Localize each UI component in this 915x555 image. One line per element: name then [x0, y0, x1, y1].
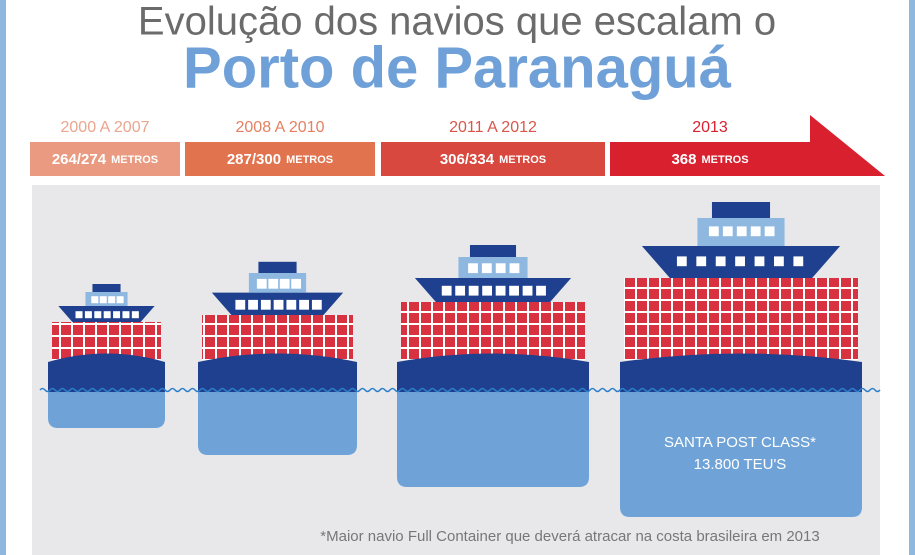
containers — [202, 315, 353, 360]
period-label: 2000 A 2007 — [61, 119, 150, 136]
length-unit: METROS — [111, 154, 158, 166]
hull-underwater — [397, 392, 589, 487]
period-bar — [381, 142, 605, 176]
window — [273, 299, 284, 310]
containers — [624, 278, 858, 360]
window — [495, 263, 506, 274]
length-unit: METROS — [499, 154, 546, 166]
hull — [198, 353, 357, 392]
window — [736, 226, 747, 237]
window — [291, 278, 302, 289]
side-border — [909, 0, 915, 555]
window — [509, 263, 520, 274]
window — [676, 256, 687, 267]
period-label: 2013 — [692, 119, 728, 136]
window — [722, 226, 733, 237]
window — [455, 285, 466, 296]
window — [75, 311, 83, 319]
window — [441, 285, 452, 296]
window — [754, 256, 765, 267]
window — [286, 299, 297, 310]
window — [522, 285, 533, 296]
window — [122, 311, 130, 319]
length-unit: METROS — [286, 154, 333, 166]
period-label: 2011 A 2012 — [449, 119, 537, 136]
window — [696, 256, 707, 267]
period-label: 2008 A 2010 — [236, 119, 325, 136]
period-bar — [185, 142, 375, 176]
length-unit: METROS — [701, 154, 748, 166]
bridge-top — [258, 261, 297, 273]
window — [468, 263, 478, 274]
period-bar — [30, 142, 180, 176]
containers — [401, 302, 585, 360]
window — [108, 296, 116, 304]
length-value: 306/334 — [440, 151, 495, 168]
window — [256, 278, 267, 289]
bridge-top — [92, 284, 121, 292]
window — [91, 296, 99, 304]
window — [482, 285, 493, 296]
window — [764, 226, 775, 237]
length-label: 287/300 METROS — [227, 151, 333, 168]
window — [468, 285, 479, 296]
window — [793, 256, 804, 267]
hull-underwater — [198, 392, 357, 455]
bridge-top — [469, 245, 517, 257]
window — [536, 285, 546, 296]
title-line2: Porto de Paranaguá — [183, 35, 732, 100]
window — [235, 299, 246, 310]
hull — [48, 353, 165, 392]
window — [495, 285, 506, 296]
length-label: 264/274 METROS — [52, 151, 158, 168]
window — [94, 311, 102, 319]
arrow-head — [810, 115, 885, 176]
hull — [620, 353, 862, 392]
period-bar — [610, 142, 810, 176]
window — [113, 311, 121, 319]
window — [99, 296, 107, 304]
title-line1: Evolução dos navios que escalam o — [138, 0, 776, 44]
window — [311, 299, 322, 310]
window — [750, 226, 761, 237]
length-value: 264/274 — [52, 151, 107, 168]
length-value: 287/300 — [227, 151, 281, 168]
ship-name: SANTA POST CLASS* — [664, 434, 816, 451]
length-label: 368 METROS — [671, 151, 748, 168]
deck — [414, 278, 572, 302]
window — [279, 278, 290, 289]
window — [84, 311, 92, 319]
window — [299, 299, 309, 310]
window — [774, 256, 784, 267]
window — [509, 285, 519, 296]
bridge-top — [711, 202, 771, 218]
hull — [397, 353, 589, 392]
length-value: 368 — [671, 151, 696, 168]
hull-underwater — [48, 392, 165, 428]
window — [116, 296, 124, 304]
hull-underwater — [620, 392, 862, 517]
window — [131, 311, 139, 319]
window — [268, 278, 279, 289]
window — [260, 299, 271, 310]
window — [715, 256, 726, 267]
footnote: *Maior navio Full Container que deverá a… — [320, 528, 819, 545]
window — [103, 311, 111, 319]
length-label: 306/334 METROS — [440, 151, 546, 168]
window — [481, 263, 492, 274]
waterline — [39, 387, 881, 393]
window — [708, 226, 719, 237]
ship-capacity: 13.800 TEU'S — [694, 456, 787, 473]
side-border — [0, 0, 6, 555]
window — [248, 299, 258, 310]
window — [735, 256, 745, 267]
